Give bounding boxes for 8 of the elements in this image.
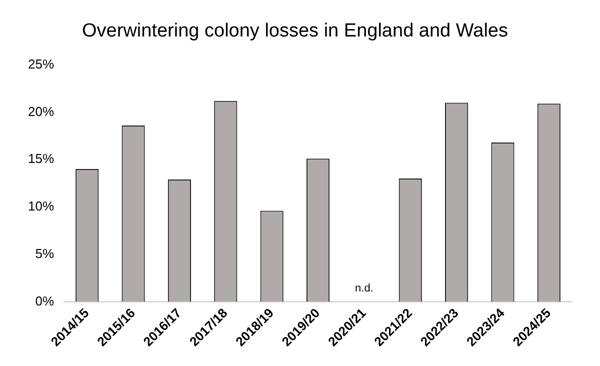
y-tick-label: 25%	[28, 56, 54, 72]
y-tick-label: 5%	[35, 246, 54, 261]
annotation: n.d.	[355, 282, 374, 294]
y-tick-label: 20%	[28, 104, 54, 119]
y-tick-label: 15%	[28, 151, 54, 166]
chart-title: Overwintering colony losses in England and Wales	[82, 20, 508, 42]
y-tick-label: 0%	[35, 293, 54, 308]
y-tick-label: 10%	[28, 198, 54, 214]
